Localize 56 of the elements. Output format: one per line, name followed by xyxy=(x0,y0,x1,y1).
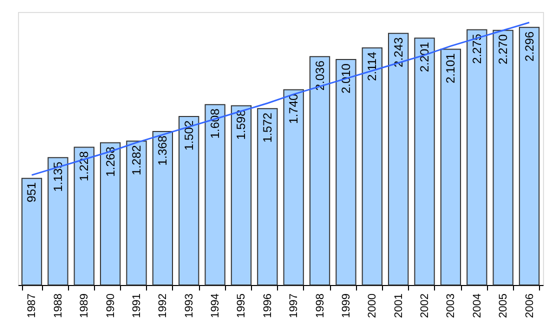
bar xyxy=(336,59,356,286)
x-tick-label: 2001 xyxy=(392,294,405,318)
x-tick-label: 1989 xyxy=(78,294,91,318)
data-label: 2.296 xyxy=(522,31,536,62)
data-label: 2.101 xyxy=(444,52,458,84)
bar xyxy=(126,140,147,286)
data-label: 2.243 xyxy=(391,37,406,68)
bar xyxy=(362,47,382,286)
bar xyxy=(48,157,68,286)
x-tick-label: 2005 xyxy=(498,294,510,318)
data-label: 1.502 xyxy=(182,120,196,151)
x-tick-label: 1997 xyxy=(288,294,300,318)
bar xyxy=(74,146,94,286)
bar xyxy=(440,48,462,286)
x-tick-label: 1999 xyxy=(340,294,352,318)
x-tick-label: 1991 xyxy=(130,294,143,318)
x-tick-label: 2000 xyxy=(366,294,379,318)
data-label: 1.135 xyxy=(50,161,65,192)
bar xyxy=(152,131,173,286)
x-tick-label: 1992 xyxy=(157,294,170,318)
data-label: 2.114 xyxy=(365,52,380,81)
x-tick-label: 2003 xyxy=(445,294,458,318)
bar xyxy=(204,104,226,286)
data-label: 2.270 xyxy=(496,34,510,64)
bar xyxy=(466,29,488,286)
x-tick-label: 1994 xyxy=(210,294,222,318)
bar xyxy=(283,89,304,286)
bar xyxy=(100,142,121,286)
data-label: 2.201 xyxy=(418,42,432,72)
data-label: 1.282 xyxy=(129,144,144,176)
x-tick-label: 1996 xyxy=(262,294,274,318)
bar xyxy=(178,116,200,286)
bar xyxy=(257,108,278,286)
x-tick-label: 1988 xyxy=(52,294,64,318)
bar xyxy=(414,38,435,286)
bar xyxy=(492,30,514,286)
x-tick-label: 1995 xyxy=(236,294,248,318)
x-tick-label: 2004 xyxy=(471,294,484,318)
bar xyxy=(21,178,42,286)
x-tick-label: 2002 xyxy=(419,294,432,318)
bar xyxy=(388,32,409,286)
data-label: 1.572 xyxy=(260,112,274,143)
x-tick-label: 1990 xyxy=(104,294,117,318)
data-label: 1.228 xyxy=(77,150,92,182)
data-label: 1.368 xyxy=(156,135,170,166)
x-tick-label: 2006 xyxy=(524,294,536,318)
bar xyxy=(309,56,330,286)
data-label: 2.036 xyxy=(312,60,327,91)
bar xyxy=(518,26,540,286)
data-label: 2.010 xyxy=(338,63,353,94)
x-tick-label: 1987 xyxy=(26,294,38,318)
data-label: 951 xyxy=(24,182,39,202)
x-tick-label: 1993 xyxy=(183,294,196,318)
x-tick-label: 1998 xyxy=(314,294,326,318)
data-label: 1.608 xyxy=(208,108,222,139)
bar xyxy=(230,105,252,286)
